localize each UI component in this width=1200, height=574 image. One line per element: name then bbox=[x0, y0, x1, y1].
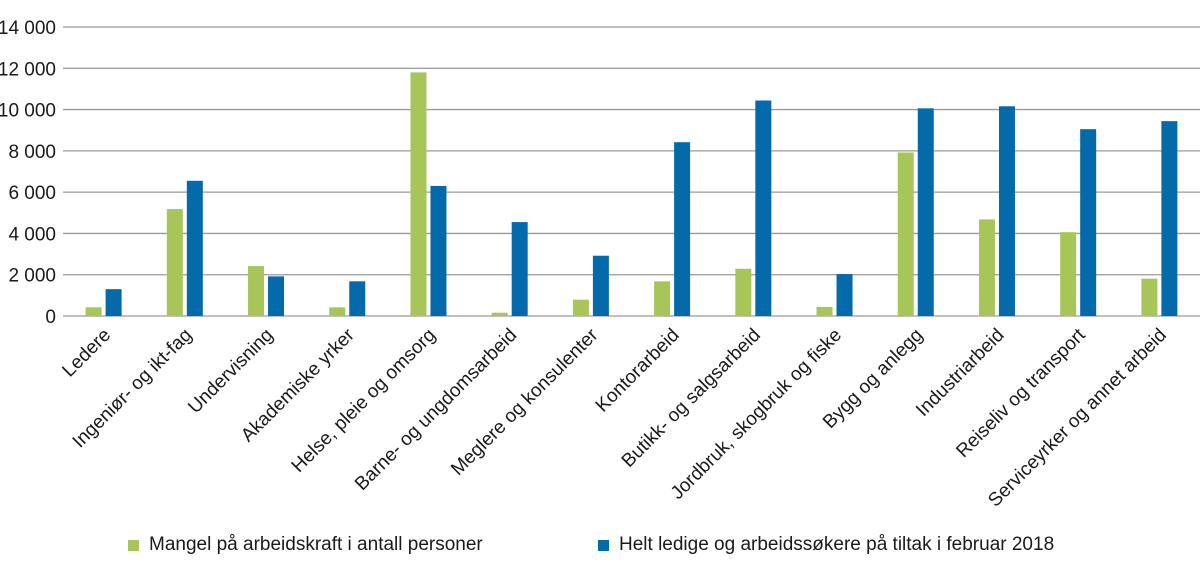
bar-mangel bbox=[1141, 278, 1158, 316]
bars bbox=[85, 72, 1178, 317]
x-tick-label: Jordbruk, skogbruk og fiske bbox=[667, 325, 846, 504]
bar-ledige bbox=[1080, 129, 1097, 316]
y-tick-label: 12 000 bbox=[0, 59, 56, 80]
y-tick-label: 4 000 bbox=[8, 224, 56, 245]
x-tick-label: Meglere og konsulenter bbox=[447, 324, 603, 480]
x-tick-label: Barne- og ungdomsarbeid bbox=[351, 325, 521, 495]
bar-ledige bbox=[430, 185, 447, 316]
bar-mangel bbox=[491, 312, 508, 316]
x-tick-label: Kontorarbeid bbox=[592, 325, 684, 417]
legend-swatch-blue bbox=[598, 539, 609, 551]
x-tick-label: Helse, pleie og omsorg bbox=[288, 325, 440, 477]
legend-item-mangel: Mangel på arbeidskraft i antall personer bbox=[128, 534, 483, 556]
bar-ledige bbox=[186, 180, 203, 316]
bar-ledige bbox=[592, 255, 609, 316]
y-tick-label: 0 bbox=[45, 307, 56, 328]
x-tick-label: Butikk- og salgsarbeid bbox=[618, 325, 765, 472]
bar-mangel bbox=[735, 268, 752, 316]
bar-ledige bbox=[268, 276, 285, 316]
bar-mangel bbox=[897, 152, 914, 316]
y-tick-label: 10 000 bbox=[0, 101, 56, 122]
bar-mangel bbox=[329, 307, 346, 316]
bar-mangel bbox=[85, 307, 102, 316]
bar-ledige bbox=[836, 274, 853, 316]
x-tick-label: Ledere bbox=[58, 325, 115, 382]
bar-mangel bbox=[978, 219, 995, 316]
x-tick-label: Serviceyrker og annet arbeid bbox=[984, 325, 1171, 512]
bar-mangel bbox=[1060, 232, 1077, 316]
legend-swatch-green bbox=[128, 539, 139, 551]
bar-ledige bbox=[105, 289, 122, 316]
bar-mangel bbox=[816, 306, 833, 316]
bar-ledige bbox=[674, 142, 691, 316]
bar-ledige bbox=[511, 222, 528, 316]
y-tick-label: 2 000 bbox=[8, 266, 56, 287]
bar-mangel bbox=[410, 72, 427, 317]
bar-mangel bbox=[654, 281, 671, 316]
y-tick-label: 6 000 bbox=[8, 183, 56, 204]
bar-ledige bbox=[1161, 121, 1178, 316]
y-tick-label: 14 000 bbox=[0, 18, 56, 39]
bar-mangel bbox=[572, 299, 589, 316]
legend-label: Mangel på arbeidskraft i antall personer bbox=[149, 534, 483, 555]
bar-mangel bbox=[166, 209, 183, 316]
legend-label: Helt ledige og arbeidssøkere på tiltak i… bbox=[619, 534, 1055, 555]
legend-item-ledige: Helt ledige og arbeidssøkere på tiltak i… bbox=[598, 534, 1054, 556]
y-axis-ticks: 0 2 000 4 000 6 000 8 000 10 000 12 000 14 000 bbox=[0, 18, 56, 328]
bar-ledige bbox=[998, 106, 1015, 316]
bar-ledige bbox=[755, 100, 772, 316]
y-tick-label: 8 000 bbox=[8, 142, 56, 163]
bar-ledige bbox=[349, 281, 366, 316]
gridlines bbox=[63, 26, 1200, 317]
bar-ledige bbox=[917, 108, 934, 316]
bar-mangel bbox=[248, 266, 265, 316]
